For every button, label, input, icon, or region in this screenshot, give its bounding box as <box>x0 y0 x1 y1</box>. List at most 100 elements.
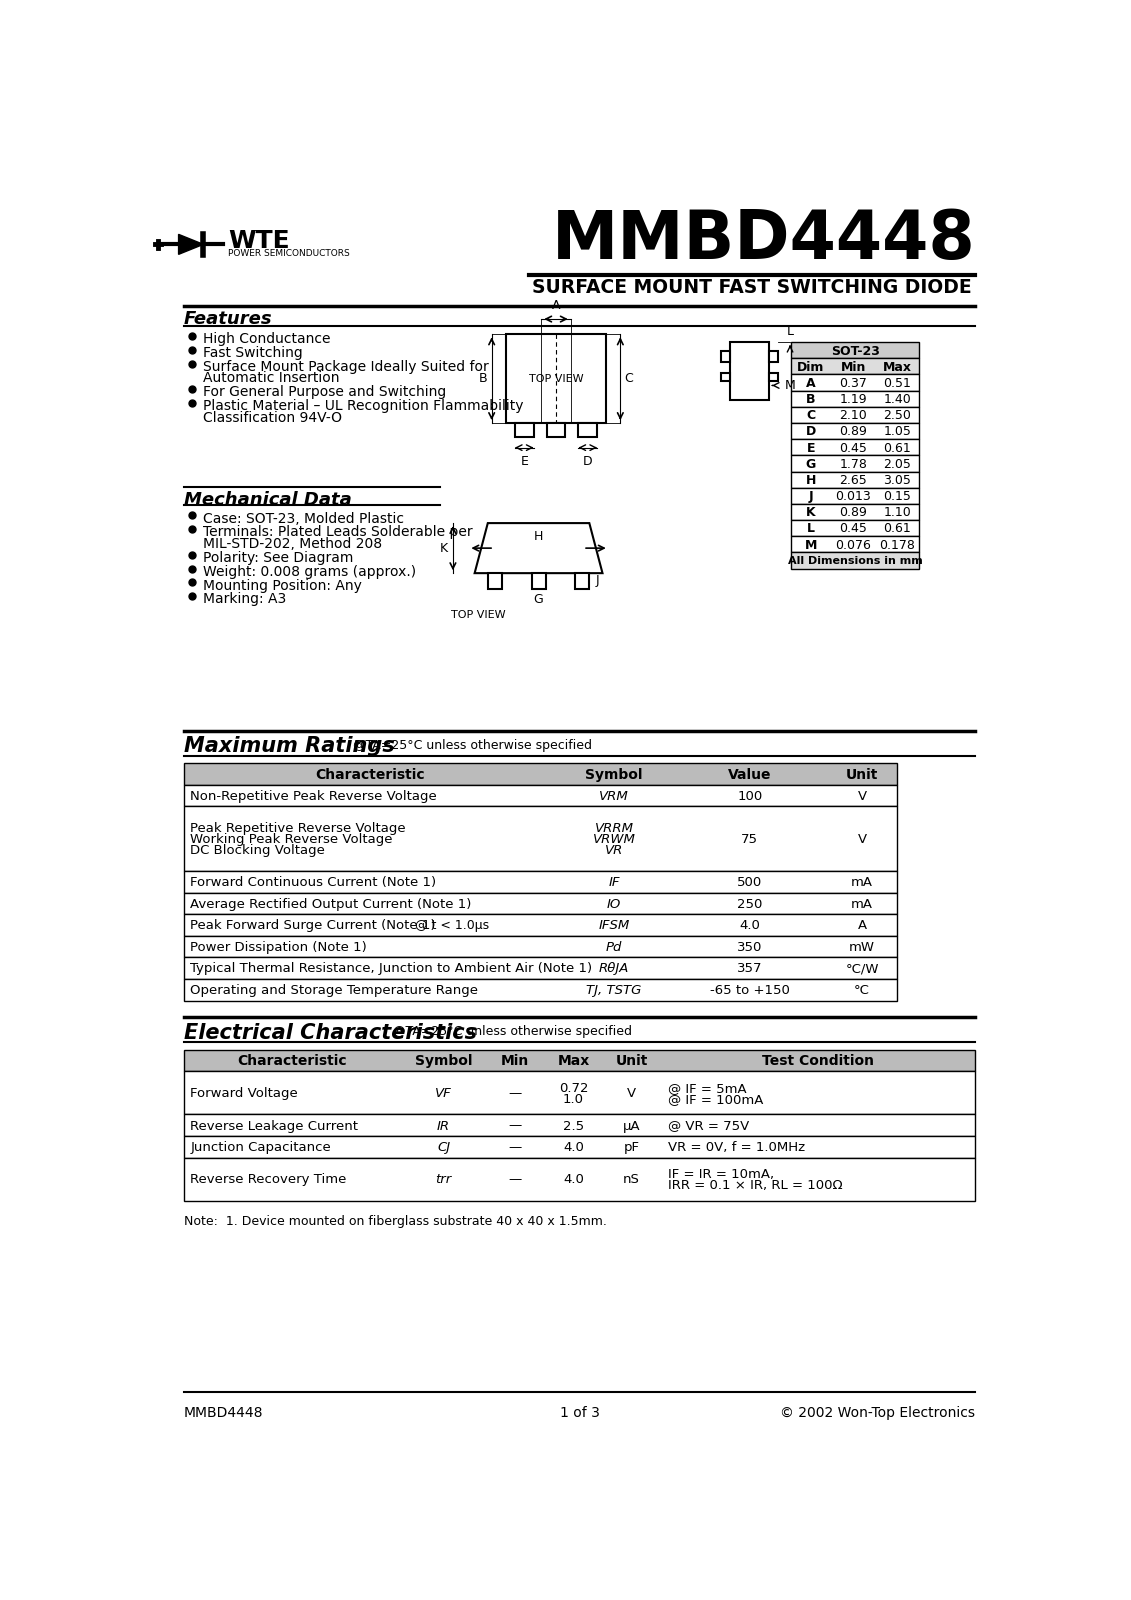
Text: Classification 94V-O: Classification 94V-O <box>204 411 343 424</box>
Text: Plastic Material – UL Recognition Flammability: Plastic Material – UL Recognition Flamma… <box>204 398 524 413</box>
Text: K: K <box>806 506 815 520</box>
Text: 0.013: 0.013 <box>836 490 871 502</box>
Bar <box>791 552 920 568</box>
Text: Dim: Dim <box>797 360 824 374</box>
Text: IFSM: IFSM <box>598 920 630 933</box>
Bar <box>731 342 769 400</box>
Text: 0.45: 0.45 <box>839 522 867 536</box>
Text: 0.076: 0.076 <box>836 539 871 552</box>
Text: M: M <box>805 539 818 552</box>
Text: Value: Value <box>728 768 771 782</box>
Bar <box>184 1050 975 1072</box>
Text: Typical Thermal Resistance, Junction to Ambient Air (Note 1): Typical Thermal Resistance, Junction to … <box>190 963 593 976</box>
Text: —: — <box>509 1086 521 1101</box>
Text: VRRM: VRRM <box>595 822 633 835</box>
Text: Weight: 0.008 grams (approx.): Weight: 0.008 grams (approx.) <box>204 565 416 579</box>
Text: Surface Mount Package Ideally Suited for: Surface Mount Package Ideally Suited for <box>204 360 489 374</box>
Text: IF = IR = 10mA,: IF = IR = 10mA, <box>668 1168 775 1181</box>
Bar <box>791 438 920 456</box>
Text: 2.50: 2.50 <box>883 410 912 422</box>
Text: 1.10: 1.10 <box>883 506 912 520</box>
Text: IR: IR <box>437 1120 450 1133</box>
Bar <box>791 536 920 552</box>
Text: K: K <box>440 542 448 555</box>
Bar <box>576 573 589 589</box>
Text: pF: pF <box>623 1141 639 1154</box>
Text: 0.61: 0.61 <box>883 522 912 536</box>
Text: For General Purpose and Switching: For General Purpose and Switching <box>204 386 447 400</box>
Bar <box>791 422 920 438</box>
Text: Case: SOT-23, Molded Plastic: Case: SOT-23, Molded Plastic <box>204 512 405 525</box>
Text: IF: IF <box>608 877 620 890</box>
Text: Operating and Storage Temperature Range: Operating and Storage Temperature Range <box>190 984 478 997</box>
Bar <box>184 957 897 979</box>
Text: Fast Switching: Fast Switching <box>204 346 303 360</box>
Text: 1 of 3: 1 of 3 <box>560 1405 599 1419</box>
Text: 357: 357 <box>737 963 762 976</box>
Text: 350: 350 <box>737 941 762 954</box>
Text: VR: VR <box>605 843 623 858</box>
Bar <box>791 358 920 374</box>
Text: VRM: VRM <box>599 790 629 803</box>
Text: Max: Max <box>883 360 912 374</box>
Text: 250: 250 <box>737 898 762 910</box>
Text: 1.0: 1.0 <box>563 1093 584 1106</box>
Text: mA: mA <box>852 898 873 910</box>
Text: TJ, TSTG: TJ, TSTG <box>587 984 641 997</box>
Text: °C: °C <box>854 984 870 997</box>
Bar <box>184 870 897 893</box>
Text: M: M <box>785 379 795 392</box>
Text: High Conductance: High Conductance <box>204 333 331 346</box>
Text: IO: IO <box>607 898 621 910</box>
Text: —: — <box>509 1141 521 1154</box>
Text: 1.78: 1.78 <box>839 458 867 470</box>
Text: POWER SEMICONDUCTORS: POWER SEMICONDUCTORS <box>228 250 349 258</box>
Bar <box>184 1136 975 1157</box>
Text: DC Blocking Voltage: DC Blocking Voltage <box>190 843 325 858</box>
Text: Min: Min <box>840 360 866 374</box>
Bar <box>184 806 897 870</box>
Text: D: D <box>582 454 593 467</box>
Text: nS: nS <box>623 1173 640 1187</box>
Text: H: H <box>805 474 817 486</box>
Text: 4.0: 4.0 <box>563 1173 584 1187</box>
Bar <box>515 422 534 437</box>
Text: Max: Max <box>558 1054 589 1069</box>
Bar <box>184 979 897 1000</box>
Text: 0.15: 0.15 <box>883 490 912 502</box>
Text: Terminals: Plated Leads Solderable per: Terminals: Plated Leads Solderable per <box>204 525 473 539</box>
Text: V: V <box>857 790 866 803</box>
Text: Characteristic: Characteristic <box>238 1054 347 1069</box>
Text: Peak Repetitive Reverse Voltage: Peak Repetitive Reverse Voltage <box>190 822 406 835</box>
Bar <box>791 488 920 504</box>
Text: Electrical Characteristics: Electrical Characteristics <box>184 1022 477 1043</box>
Text: mW: mW <box>849 941 875 954</box>
Text: MMBD4448: MMBD4448 <box>184 1405 264 1419</box>
Text: Symbol: Symbol <box>415 1054 473 1069</box>
Text: 4.0: 4.0 <box>740 920 760 933</box>
Text: 0.37: 0.37 <box>839 378 867 390</box>
Text: Average Rectified Output Current (Note 1): Average Rectified Output Current (Note 1… <box>190 898 472 910</box>
Text: trr: trr <box>435 1173 451 1187</box>
Text: 1.19: 1.19 <box>839 394 867 406</box>
Text: 1.05: 1.05 <box>883 426 912 438</box>
Text: C: C <box>624 373 633 386</box>
Text: @ t < 1.0μs: @ t < 1.0μs <box>415 920 489 933</box>
Text: 75: 75 <box>741 834 758 846</box>
Bar <box>184 1157 975 1200</box>
Text: VF: VF <box>435 1086 452 1101</box>
Bar <box>184 936 897 957</box>
Text: G: G <box>806 458 817 470</box>
Text: H: H <box>534 531 543 544</box>
Bar <box>791 374 920 390</box>
Text: 0.51: 0.51 <box>883 378 912 390</box>
Text: Working Peak Reverse Voltage: Working Peak Reverse Voltage <box>190 834 392 846</box>
Text: E: E <box>520 454 528 467</box>
Bar <box>184 893 897 914</box>
Text: VRWM: VRWM <box>593 834 636 846</box>
Text: Non-Repetitive Peak Reverse Voltage: Non-Repetitive Peak Reverse Voltage <box>190 790 437 803</box>
Bar <box>184 914 897 936</box>
Bar <box>791 520 920 536</box>
Text: L: L <box>808 522 815 536</box>
Text: 4.0: 4.0 <box>563 1141 584 1154</box>
